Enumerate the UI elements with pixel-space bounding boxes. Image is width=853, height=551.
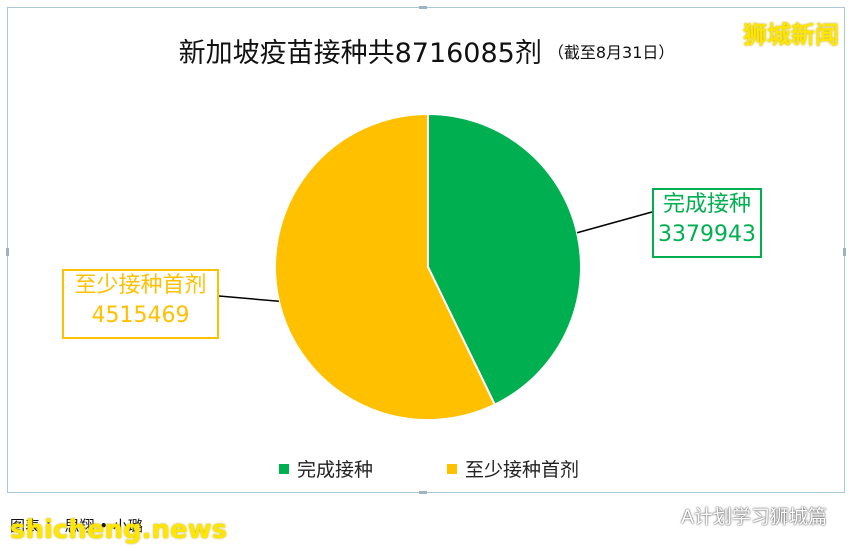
wechat-account-name: A计划学习狮城篇	[681, 506, 827, 528]
resize-handle-left[interactable]	[6, 248, 9, 256]
resize-handle-bottom[interactable]	[419, 491, 427, 494]
chart-subtitle: （截至8月31日）	[547, 42, 675, 62]
legend-swatch-first-dose	[447, 463, 457, 474]
chart-legend: 完成接种 至少接种首剂	[0, 455, 853, 481]
pie-slice-first-dose	[274, 112, 497, 421]
watermark-top: 狮城新闻	[743, 21, 839, 49]
legend-label-complete: 完成接种	[297, 459, 374, 481]
data-label-complete: 完成接种 3379943	[652, 188, 762, 258]
chart-title-area: 新加坡疫苗接种共8716085剂 （截至8月31日）	[0, 31, 853, 70]
resize-handle-top[interactable]	[419, 6, 427, 9]
data-label-complete-name: 完成接种	[662, 192, 751, 217]
data-label-first-dose-name: 至少接种首剂	[74, 273, 207, 298]
resize-handle-right[interactable]	[843, 248, 846, 256]
watermark-bottom: shicheng.news	[10, 515, 228, 545]
data-label-first-dose: 至少接种首剂 4515469	[62, 269, 219, 339]
legend-item-complete: 完成接种	[279, 455, 373, 482]
leader-line-first-dose	[218, 295, 279, 303]
leader-line-complete	[576, 211, 653, 234]
legend-label-first-dose: 至少接种首剂	[465, 459, 580, 481]
chart-caption: 图表 ： 思翔 • 小璐	[10, 517, 143, 535]
wechat-account: A计划学习狮城篇	[647, 502, 827, 529]
legend-swatch-complete	[279, 463, 289, 474]
wechat-icon	[647, 507, 674, 527]
data-label-complete-value: 3379943	[658, 222, 756, 247]
chart-title: 新加坡疫苗接种共8716085剂	[178, 38, 542, 69]
legend-item-first-dose: 至少接种首剂	[447, 455, 579, 482]
data-label-first-dose-value: 4515469	[91, 303, 190, 328]
